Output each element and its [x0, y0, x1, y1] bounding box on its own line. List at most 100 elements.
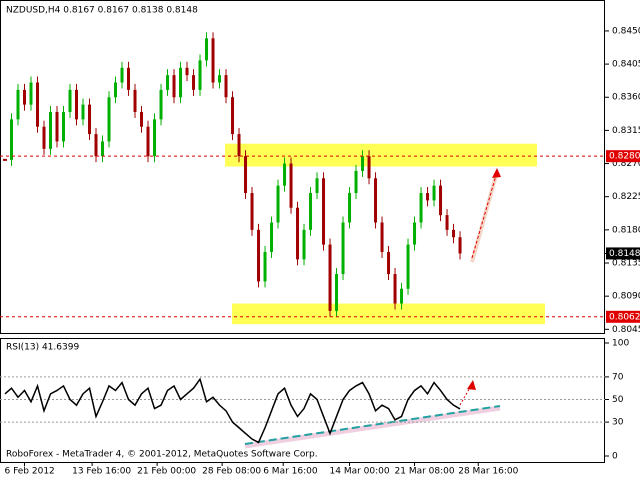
candle: [452, 229, 456, 238]
candle: [211, 38, 215, 83]
candle: [458, 237, 462, 254]
candle: [172, 75, 176, 98]
y-tick-label: 0.8405: [612, 60, 640, 70]
x-tick-label: 28 Mar 16:00: [458, 467, 518, 477]
candle: [62, 111, 66, 142]
candle: [309, 193, 313, 230]
x-tick-label: 6 Mar 16:00: [263, 467, 318, 477]
candle: [198, 60, 202, 90]
trend-shadow: [244, 405, 501, 449]
candle: [55, 111, 59, 142]
candle: [289, 163, 293, 208]
candle: [42, 126, 46, 149]
x-tick-label: 28 Feb 08:00: [202, 467, 261, 477]
candle: [127, 67, 131, 90]
price-level-label: 0.8280: [609, 152, 640, 162]
trend-line: [244, 405, 501, 445]
candle: [419, 193, 423, 223]
price-level-label: 0.8148: [609, 249, 640, 259]
candle: [296, 207, 300, 260]
candle: [146, 126, 150, 157]
candle: [413, 222, 417, 245]
candle: [341, 222, 345, 275]
candle: [49, 111, 53, 149]
candle: [406, 244, 410, 289]
candle: [153, 119, 157, 157]
candle: [23, 89, 27, 105]
candle: [250, 193, 254, 230]
candle: [192, 75, 196, 90]
x-tick-label: 14 Mar 00:00: [330, 467, 390, 477]
candle: [231, 97, 235, 135]
candle: [205, 38, 209, 61]
candle: [445, 215, 449, 230]
price-level-box: [606, 310, 640, 323]
x-tick-label: 21 Mar 08:00: [395, 467, 455, 477]
candle: [367, 156, 371, 179]
arrow-head: [467, 380, 476, 390]
price-panel: [0, 0, 605, 334]
candle: [114, 82, 118, 98]
y-tick-label: 0.8135: [612, 259, 640, 269]
support-resistance-zone: [232, 303, 545, 325]
candle: [218, 75, 222, 83]
candle: [322, 178, 326, 245]
y-tick-label: 100: [612, 339, 629, 349]
candle: [179, 67, 183, 98]
candle: [133, 89, 137, 112]
rsi-panel: [0, 338, 605, 463]
candle: [68, 89, 72, 112]
candle: [374, 178, 378, 223]
x-tick-label: 21 Feb 00:00: [137, 467, 196, 477]
support-resistance-zone: [225, 143, 537, 167]
candle: [328, 244, 332, 311]
y-tick-label: 0: [612, 452, 618, 462]
price-level-box: [606, 247, 640, 260]
candle: [354, 170, 358, 194]
candle: [393, 274, 397, 304]
candle: [276, 185, 280, 223]
footer: RoboForex - MetaTrader 4, © 2001-2012, M…: [6, 450, 318, 460]
candle: [16, 89, 20, 120]
candle: [348, 193, 352, 223]
candle: [244, 156, 248, 194]
y-tick-label: 50: [612, 395, 624, 405]
price-level-label: 0.8062: [609, 312, 640, 322]
y-tick-label: 30: [612, 418, 624, 428]
candle: [75, 89, 79, 120]
candle: [387, 251, 391, 275]
y-tick-label: 0.8315: [612, 126, 640, 136]
y-tick-label: 70: [612, 372, 624, 382]
candle: [439, 185, 443, 216]
candle: [159, 89, 163, 120]
arrow-head: [492, 168, 501, 178]
candle: [315, 178, 319, 194]
candle: [380, 222, 384, 252]
rsi-title: RSI(13) 41.6399: [6, 343, 79, 353]
candle: [257, 229, 261, 282]
candle: [302, 229, 306, 260]
candle: [335, 274, 339, 311]
forecast-shadow: [470, 171, 499, 263]
candle: [263, 251, 267, 282]
candle: [107, 97, 111, 142]
candle: [224, 75, 228, 98]
candle: [94, 134, 98, 157]
candle: [36, 82, 40, 127]
candle: [120, 67, 124, 83]
candle: [283, 163, 287, 186]
candle: [10, 119, 14, 160]
candle: [140, 111, 144, 127]
price-title: NZDUSD,H4 0.8167 0.8167 0.8138 0.8148: [6, 6, 198, 16]
candle: [237, 134, 241, 157]
price-level-box: [606, 150, 640, 163]
candle: [166, 75, 170, 90]
candle: [361, 156, 365, 171]
x-tick-label: 6 Feb 2012: [5, 467, 55, 477]
rsi-line: [4, 377, 461, 444]
candle: [426, 193, 430, 201]
